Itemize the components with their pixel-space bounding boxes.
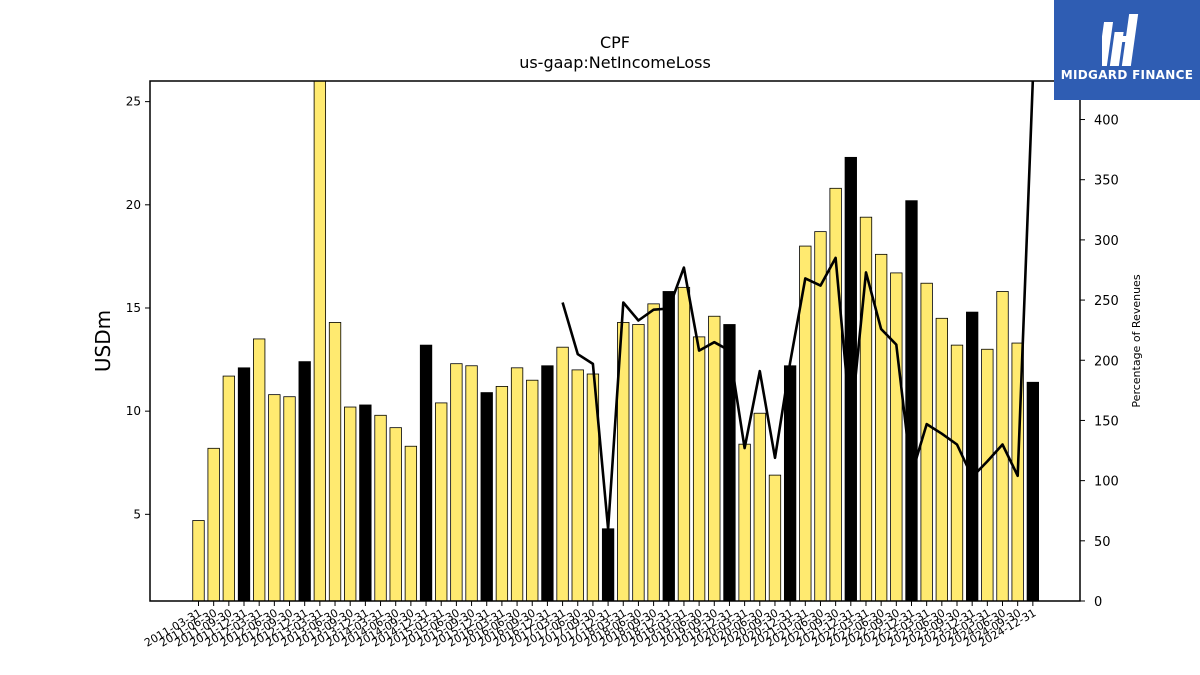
chart-title: CPF: [600, 33, 630, 52]
bar-2020-12-31: [783, 365, 797, 602]
bar-2016-03-31: [495, 385, 509, 602]
y-tick-label: 15: [126, 301, 141, 315]
bar-2019-06-30: [692, 336, 706, 602]
y2-tick-label: 350: [1094, 174, 1119, 189]
bar-2011-09-30: [222, 375, 235, 602]
y2-tick-label: 100: [1094, 475, 1119, 490]
bar-2022-12-31: [905, 200, 918, 602]
midgard-finance-logo: MIDGARD FINANCE: [1054, 0, 1200, 100]
y2-tick-label: 150: [1094, 414, 1119, 429]
plot-frame: [149, 80, 1081, 602]
y2-axis-title: Percentage of Revenues: [1130, 274, 1143, 407]
bar-2017-03-31: [556, 346, 569, 602]
bar-2016-06-30: [510, 367, 524, 602]
bar-2023-09-30: [950, 344, 964, 602]
bar-group: [192, 80, 1039, 602]
y2-tick-label: 0: [1094, 595, 1102, 610]
chart-subtitle: us-gaap:NetIncomeLoss: [519, 53, 711, 72]
y-tick-label: 25: [126, 95, 141, 109]
bar-2012-03-31: [253, 338, 266, 602]
bar-2016-12-31: [541, 365, 554, 602]
bar-2014-12-31: [419, 344, 433, 602]
bar-2013-06-30: [328, 322, 342, 602]
bar-2020-06-30: [753, 412, 766, 602]
y2-tick-label: 50: [1094, 535, 1111, 550]
bar-2016-09-30: [526, 379, 539, 602]
bar-2019-12-31: [723, 324, 736, 602]
percentage-line: [561, 81, 1035, 531]
bar-2021-06-30: [814, 231, 827, 602]
bar-2018-06-30: [632, 324, 645, 602]
y-tick-label: 20: [126, 198, 141, 212]
line-group: [561, 81, 1035, 531]
bar-2018-12-31: [662, 291, 675, 602]
bar-2019-03-31: [677, 286, 691, 602]
y-axis: 5 10 15 20 25: [126, 95, 150, 521]
bar-2023-12-31: [966, 311, 979, 602]
bar-2012-06-30: [268, 394, 281, 602]
bar-2018-09-30: [647, 303, 660, 602]
y2-tick-label: 250: [1094, 294, 1119, 309]
bar-2020-03-31: [738, 443, 751, 602]
bar-2024-12-31: [1026, 381, 1039, 602]
y-axis-title: USDm: [91, 310, 115, 372]
bar-2017-06-30: [571, 369, 584, 602]
y-tick-label: 10: [126, 404, 141, 418]
bar-2015-03-31: [435, 402, 448, 602]
y2-tick-label: 400: [1094, 114, 1119, 129]
bar-2013-12-31: [359, 404, 372, 602]
bar-2015-06-30: [450, 363, 463, 602]
bar-2011-06-30: [207, 447, 220, 602]
logo-text: MIDGARD FINANCE: [1060, 68, 1194, 82]
y2-axis: 0 50 100 150 200 250 300 350 400: [1080, 114, 1119, 610]
bar-2015-09-30: [465, 365, 478, 602]
bar-2012-12-31: [298, 361, 311, 602]
x-axis: 2011-03-312011-06-302011-09-302011-12-31…: [142, 601, 1038, 650]
logo-mark-icon: [1102, 14, 1139, 66]
bar-2024-03-31: [981, 348, 994, 602]
bar-2017-12-31: [601, 528, 615, 602]
bar-2014-06-30: [389, 427, 402, 602]
bar-2014-03-31: [374, 414, 387, 602]
bar-2020-09-30: [768, 474, 782, 602]
bar-2011-03-31: [192, 520, 205, 602]
bar-2022-06-30: [875, 253, 888, 602]
bar-2011-12-31: [237, 367, 251, 602]
bar-2023-06-30: [935, 317, 948, 602]
bar-2012-09-30: [283, 396, 296, 602]
bar-2014-09-30: [404, 445, 418, 602]
y2-tick-label: 200: [1094, 354, 1119, 369]
y2-tick-label: 300: [1094, 234, 1119, 249]
bar-2013-03-31: [313, 80, 327, 602]
bar-2013-09-30: [344, 406, 357, 602]
y-tick-label: 5: [133, 507, 141, 521]
bar-2019-09-30: [708, 315, 721, 602]
bar-2021-09-30: [829, 187, 842, 602]
bar-2022-09-30: [890, 272, 903, 602]
bar-2015-12-31: [480, 392, 493, 602]
